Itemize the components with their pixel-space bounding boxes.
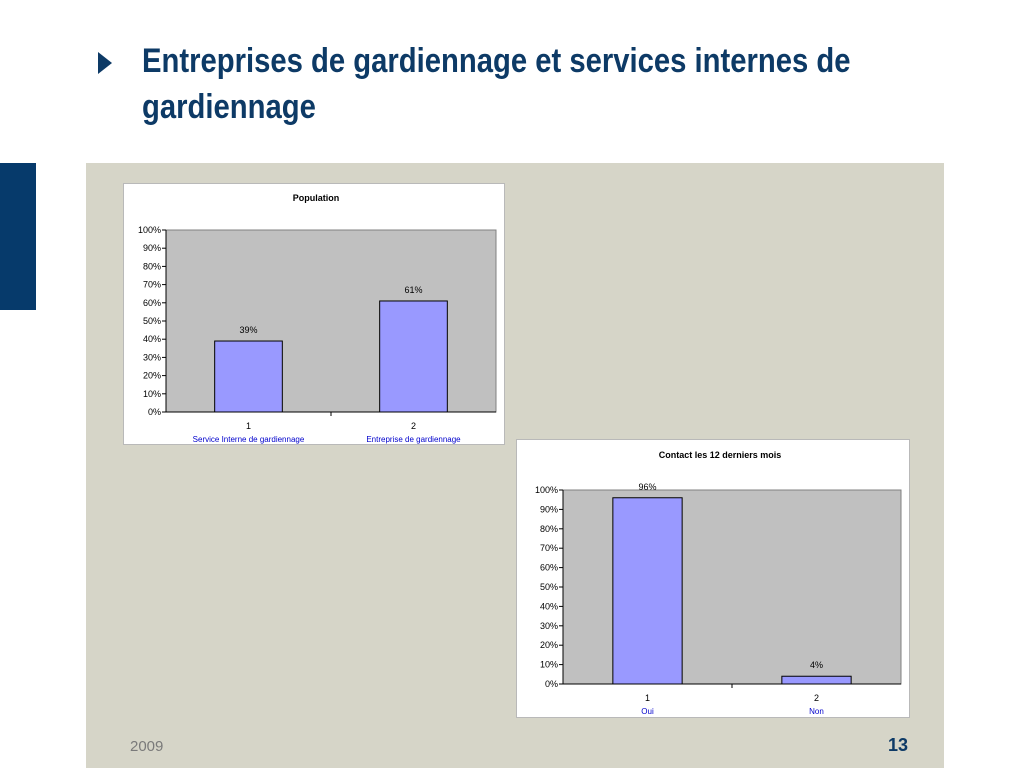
population-chart-y-tick-label: 50%: [143, 316, 161, 326]
page-title: Entreprises de gardiennage et services i…: [142, 38, 882, 130]
title-line-1: Entreprises de gardiennage et services i…: [142, 42, 851, 80]
population-chart-title: Population: [293, 193, 340, 203]
title-bullet-icon: [98, 52, 112, 74]
contact-chart-y-tick-label: 70%: [540, 543, 558, 553]
population-chart-category-label: Service Interne de gardiennage: [193, 435, 305, 444]
population-chart-y-tick-label: 90%: [143, 243, 161, 253]
population-chart-category-label: Entreprise de gardiennage: [366, 435, 461, 444]
title-line-2: gardiennage: [142, 88, 316, 126]
contact-chart-y-tick-label: 0%: [545, 679, 558, 689]
population-chart-y-tick-label: 70%: [143, 280, 161, 290]
page-number: 13: [888, 735, 909, 755]
population-chart-y-tick-label: 20%: [143, 371, 161, 381]
population-chart-data-label: 61%: [404, 285, 422, 295]
population-chart-bar: [379, 300, 448, 413]
population-chart-bar: [214, 340, 283, 413]
contact-chart-y-tick-label: 10%: [540, 660, 558, 670]
contact-chart-svg: Contact les 12 derniers mois 0% 10% 20% 30% 4…: [535, 450, 902, 716]
contact-chart-bar: [612, 497, 683, 685]
population-chart-y-tick-label: 80%: [143, 261, 161, 271]
contact-chart-category-label: Oui: [641, 707, 654, 716]
footer-year: 2009: [130, 738, 164, 755]
population-chart-data-label: 39%: [239, 325, 257, 335]
contact-chart-x-tick-label: 1: [645, 693, 650, 703]
contact-chart-y-tick-label: 40%: [540, 601, 558, 611]
contact-chart-y-tick-label: 20%: [540, 640, 558, 650]
contact-chart: Contact les 12 derniers mois 0% 10% 20% 30% 4…: [516, 439, 910, 718]
contact-chart-category-label: Non: [809, 707, 824, 716]
population-chart: Population 0% 10% 20% 30% 40% 50% 60% 70% 80% 90% 1…: [123, 183, 505, 445]
side-accent-bar: [0, 163, 36, 310]
contact-chart-data-label: 4%: [810, 660, 823, 670]
population-chart-y-tick-label: 30%: [143, 352, 161, 362]
population-chart-x-tick-label: 1: [246, 421, 251, 431]
population-chart-y-tick-label: 100%: [138, 225, 161, 235]
contact-chart-y-tick-label: 90%: [540, 504, 558, 514]
population-chart-x-tick-label: 2: [411, 421, 416, 431]
contact-chart-title: Contact les 12 derniers mois: [659, 450, 782, 460]
contact-chart-x-tick-label: 2: [814, 693, 819, 703]
population-chart-y-tick-label: 0%: [148, 407, 161, 417]
population-chart-svg: Population 0% 10% 20% 30% 40% 50% 60% 70% 80% 90% 1…: [138, 193, 497, 444]
population-chart-y-tick-label: 40%: [143, 334, 161, 344]
contact-chart-data-label: 96%: [638, 482, 656, 492]
population-chart-y-tick-label: 60%: [143, 298, 161, 308]
contact-chart-y-tick-label: 80%: [540, 524, 558, 534]
contact-chart-y-tick-label: 60%: [540, 563, 558, 573]
contact-chart-y-tick-label: 30%: [540, 621, 558, 631]
contact-chart-y-tick-label: 100%: [535, 485, 558, 495]
contact-chart-y-tick-label: 50%: [540, 582, 558, 592]
contact-chart-bar: [781, 675, 852, 685]
population-chart-y-tick-label: 10%: [143, 389, 161, 399]
